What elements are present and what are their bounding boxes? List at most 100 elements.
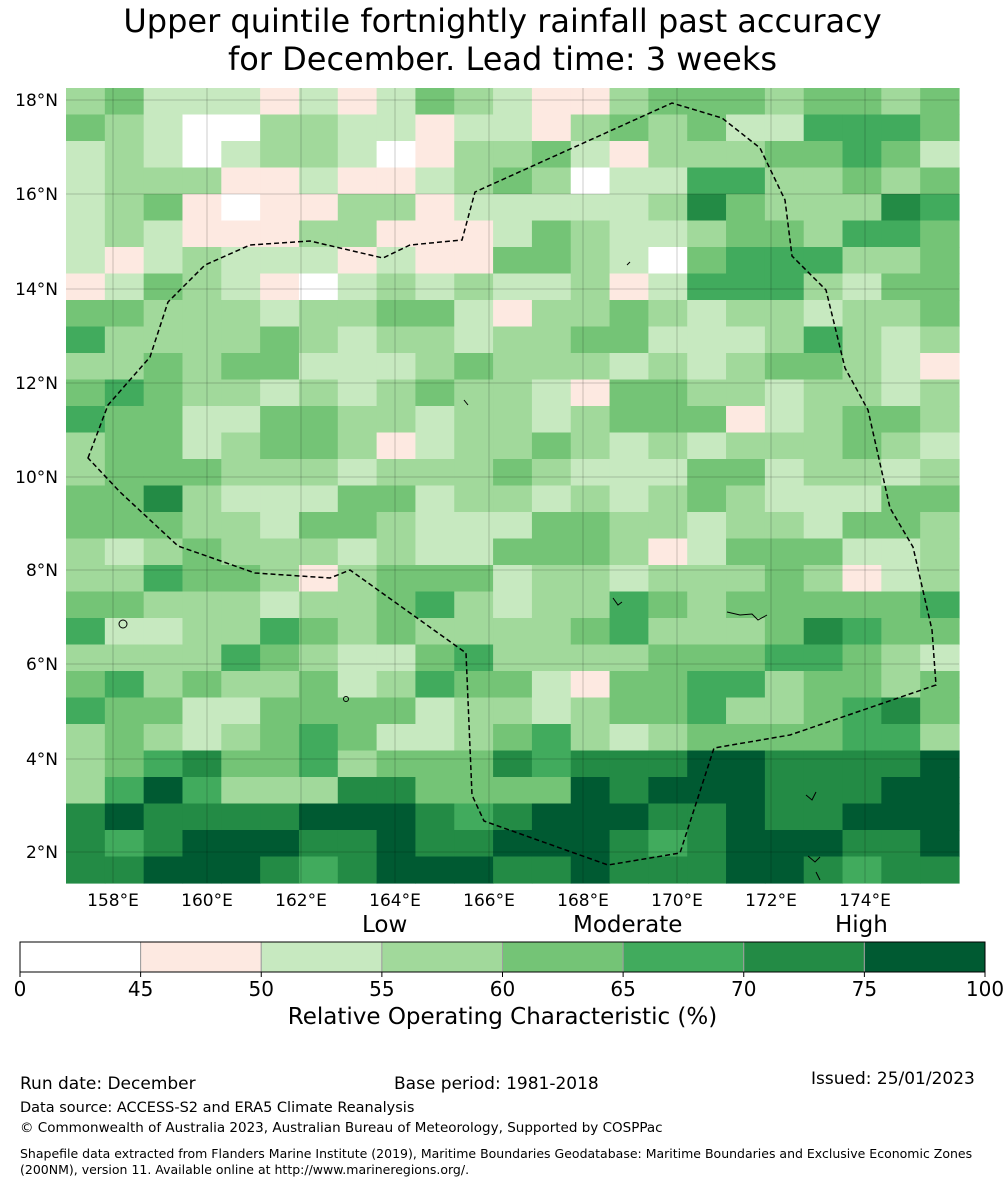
grid-cell	[493, 141, 533, 169]
grid-cell	[221, 591, 261, 619]
grid-cell	[609, 194, 649, 222]
grid-cell	[531, 618, 572, 646]
grid-cell	[454, 379, 494, 407]
grid-cell	[726, 830, 766, 858]
grid-cell	[454, 485, 494, 513]
grid-cell	[687, 538, 727, 566]
grid-cell	[881, 671, 921, 699]
grid-cell	[531, 777, 572, 805]
latitude-labels: 18°N 16°N 14°N 12°N 10°N 8°N 6°N 4°N 2°N	[15, 91, 58, 863]
grid-cell	[298, 724, 339, 752]
grid-cell	[104, 538, 145, 566]
grid-cell	[842, 591, 882, 619]
grid-cell	[221, 141, 261, 169]
grid-cell	[376, 273, 417, 301]
grid-cell	[570, 856, 611, 884]
grid-cell	[182, 750, 222, 778]
grid-cell	[66, 273, 106, 301]
grid-cell	[881, 565, 921, 593]
grid-cell	[531, 141, 572, 169]
grid-cell	[182, 220, 222, 248]
grid-cell	[337, 803, 378, 831]
grid-cell	[298, 406, 339, 434]
grid-cell	[143, 194, 184, 222]
grid-cell	[376, 379, 417, 407]
grid-cell	[376, 591, 417, 619]
grid-cell	[260, 273, 300, 301]
grid-cell	[687, 803, 727, 831]
grid-cell	[687, 644, 727, 672]
grid-cell	[143, 512, 184, 540]
grid-cell	[803, 88, 844, 116]
grid-cell	[260, 114, 300, 142]
grid-cell	[260, 459, 300, 487]
grid-cell	[415, 750, 455, 778]
grid-cell	[803, 114, 844, 142]
grid-cell	[570, 220, 611, 248]
grid-cell	[454, 697, 494, 725]
grid-cell	[182, 697, 222, 725]
grid-cell	[687, 326, 727, 354]
grid-cell	[221, 88, 261, 116]
grid-cell	[764, 591, 805, 619]
grid-cell	[842, 538, 882, 566]
grid-cell	[143, 114, 184, 142]
grid-cell	[764, 803, 805, 831]
grid-cell	[143, 830, 184, 858]
grid-cell	[570, 724, 611, 752]
grid-cell	[726, 220, 766, 248]
grid-cell	[531, 697, 572, 725]
grid-cell	[182, 803, 222, 831]
title-line-2: for December. Lead time: 3 weeks	[227, 40, 778, 78]
grid-cell	[920, 459, 960, 487]
grid-cell	[221, 618, 261, 646]
grid-cell	[920, 618, 960, 646]
grid-cell	[764, 406, 805, 434]
grid-cell	[66, 777, 106, 805]
grid-cell	[803, 141, 844, 169]
grid-cell	[66, 247, 106, 275]
colorbar-tick-labels: 0 45 50 55 60 65 70 75 100	[14, 972, 1004, 1001]
grid-cell	[298, 432, 339, 460]
grid-cell	[609, 485, 649, 513]
grid-cell	[66, 220, 106, 248]
grid-cell	[182, 856, 222, 884]
grid-cell	[143, 485, 184, 513]
colorbar-segment	[622, 941, 745, 973]
grid-cell	[764, 247, 805, 275]
grid-cell	[609, 300, 649, 328]
grid-cell	[803, 777, 844, 805]
grid-cell	[298, 379, 339, 407]
grid-cell	[104, 167, 145, 195]
grid-cell	[376, 326, 417, 354]
grid-cell	[337, 618, 378, 646]
grid-cell	[454, 300, 494, 328]
grid-cell	[493, 273, 533, 301]
grid-cell	[454, 353, 494, 381]
grid-cell	[726, 618, 766, 646]
grid-cell	[493, 697, 533, 725]
colorbar-tick-label: 50	[249, 977, 274, 1001]
grid-cell	[221, 538, 261, 566]
grid-cell	[337, 644, 378, 672]
grid-cell	[726, 432, 766, 460]
grid-cell	[493, 194, 533, 222]
grid-cell	[298, 247, 339, 275]
grid-cell	[803, 167, 844, 195]
grid-cell	[842, 247, 882, 275]
grid-cell	[842, 644, 882, 672]
grid-cell	[648, 379, 688, 407]
grid-cell	[221, 167, 261, 195]
grid-cell	[143, 300, 184, 328]
grid-cell	[454, 724, 494, 752]
grid-cell	[493, 406, 533, 434]
grid-cell	[920, 379, 960, 407]
grid-cell	[726, 379, 766, 407]
grid-cell	[493, 247, 533, 275]
grid-cell	[570, 777, 611, 805]
grid-cell	[842, 724, 882, 752]
grid-cell	[493, 538, 533, 566]
grid-cell	[920, 512, 960, 540]
grid-cell	[376, 512, 417, 540]
grid-cell	[493, 565, 533, 593]
